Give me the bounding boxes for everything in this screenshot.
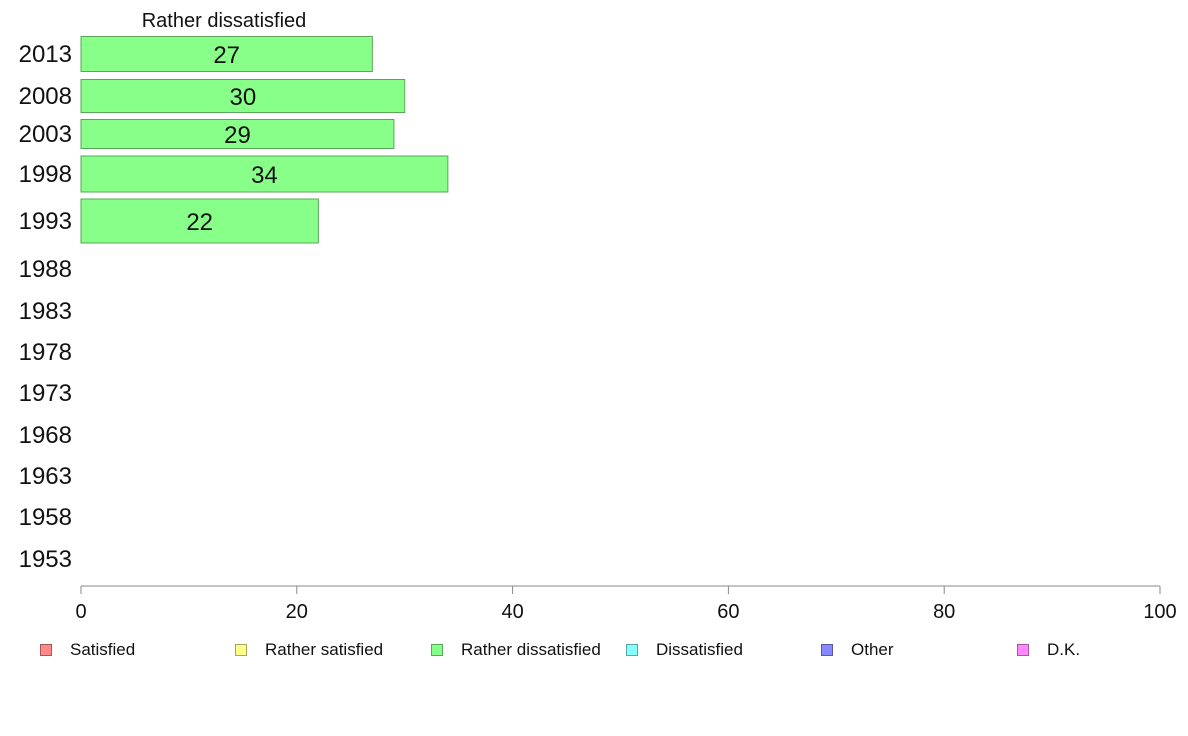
legend-item-d-k-: D.K. <box>1017 640 1080 660</box>
legend: Satisfied Rather satisfied Rather dissatis… <box>0 640 1188 662</box>
year-label-1988: 1988 <box>19 256 72 283</box>
year-label-2003: 2003 <box>19 121 72 148</box>
bar-1998 <box>80 155 449 193</box>
year-label-1958: 1958 <box>19 504 72 531</box>
legend-label: Dissatisfied <box>656 640 743 659</box>
year-label-1978: 1978 <box>19 339 72 366</box>
legend-label: D.K. <box>1047 640 1081 659</box>
bar-2013 <box>80 36 373 72</box>
bar-label-1998: 34 <box>251 162 278 189</box>
legend-swatch <box>235 644 247 656</box>
legend-swatch <box>40 644 52 656</box>
legend-label: Other <box>851 640 894 659</box>
year-label-1993: 1993 <box>19 208 72 235</box>
x-tick-label-0: 0 <box>75 601 86 623</box>
bar-2008 <box>80 79 406 113</box>
legend-item-rather-dissatisfied: Rather dissatisfied <box>431 640 601 660</box>
bar-1993 <box>80 198 319 244</box>
x-tick-label-100: 100 <box>1143 601 1176 623</box>
legend-swatch <box>1017 644 1029 656</box>
year-label-1998: 1998 <box>19 161 72 188</box>
year-label-1968: 1968 <box>19 422 72 449</box>
legend-label: Rather dissatisfied <box>461 640 601 659</box>
year-label-1963: 1963 <box>19 463 72 490</box>
legend-item-satisfied: Satisfied <box>40 640 135 660</box>
x-tick-label-20: 20 <box>286 601 308 623</box>
legend-swatch <box>821 644 833 656</box>
legend-item-other: Other <box>821 640 894 660</box>
x-tick-label-60: 60 <box>717 601 739 623</box>
year-label-2013: 2013 <box>19 41 72 68</box>
legend-swatch <box>626 644 638 656</box>
bar-label-2013: 27 <box>213 42 240 69</box>
year-labels-group: 2013 2008 2003 1998 1993 1988 1983 1978 1973 1968… <box>19 41 72 573</box>
x-axis: 0 20 40 60 80 100 <box>75 585 1177 623</box>
year-label-1953: 1953 <box>19 546 72 573</box>
legend-swatch <box>431 644 443 656</box>
bar-2003 <box>80 119 395 149</box>
x-tick-label-80: 80 <box>933 601 955 623</box>
legend-label: Satisfied <box>70 640 136 659</box>
bar-label-1993: 22 <box>186 209 213 236</box>
chart-title: Rather dissatisfied <box>142 10 307 32</box>
bar-label-2008: 30 <box>229 84 256 111</box>
legend-item-dissatisfied: Dissatisfied <box>626 640 743 660</box>
year-label-1973: 1973 <box>19 380 72 407</box>
year-label-1983: 1983 <box>19 298 72 325</box>
x-tick-label-40: 40 <box>501 601 523 623</box>
legend-label: Rather satisfied <box>265 640 384 659</box>
year-label-2008: 2008 <box>19 83 72 110</box>
legend-item-rather-satisfied: Rather satisfied <box>235 640 383 660</box>
bar-label-2003: 29 <box>224 122 251 149</box>
